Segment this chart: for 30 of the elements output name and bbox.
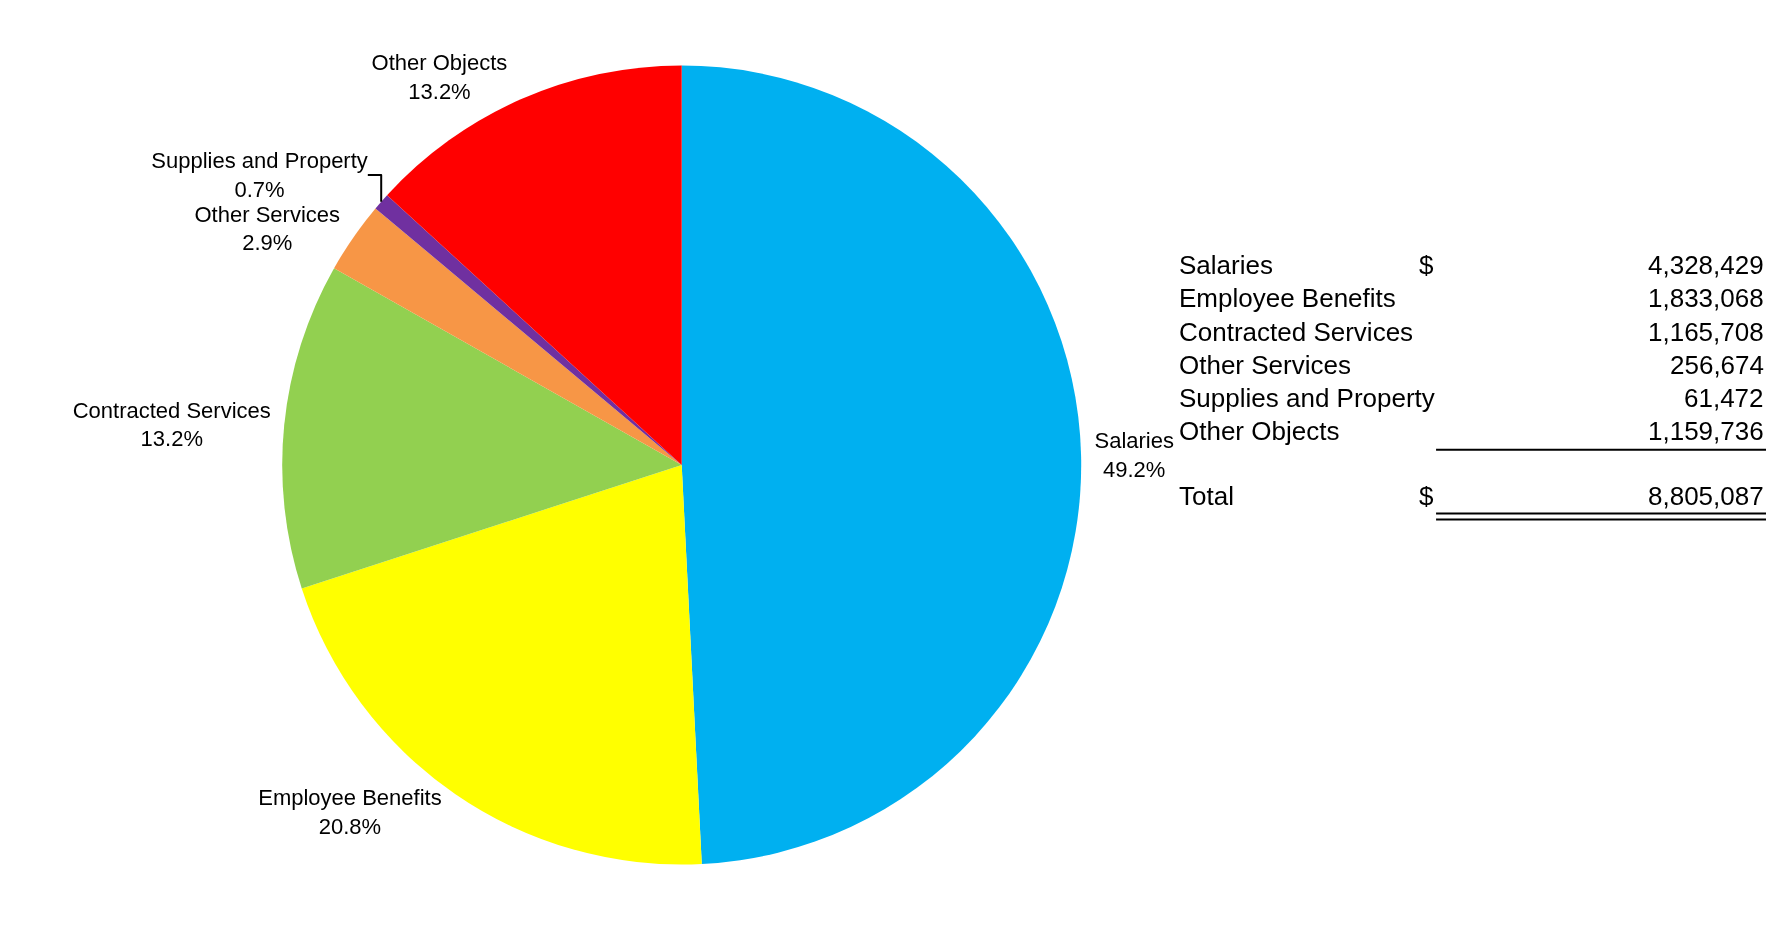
slice-label: Supplies and Property: [151, 148, 368, 174]
text: Total: [1179, 481, 1234, 511]
data-label: 49.2%: [1103, 456, 1166, 482]
slice-label: Other Services: [194, 201, 341, 227]
slice-label: Salaries: [1094, 428, 1174, 454]
text: $: [1419, 250, 1434, 280]
text: $: [1419, 481, 1434, 511]
text: Employee Benefits: [1179, 283, 1396, 313]
data-label: 20.8%: [318, 813, 382, 839]
pie-slice: [681, 65, 1082, 864]
text: Supplies and Property: [1179, 383, 1435, 413]
text: 256,674: [1670, 350, 1764, 380]
pie-slice: [282, 268, 682, 589]
text: 1,159,736: [1648, 416, 1764, 446]
slice-label: Contracted Services: [72, 397, 271, 423]
text: 4,328,429: [1648, 250, 1764, 280]
text: Other Objects: [1179, 416, 1340, 446]
slice-label: Other Objects: [371, 50, 508, 76]
slice-label: Employee Benefits: [258, 785, 442, 811]
data-label: 13.2%: [408, 78, 471, 104]
text: 1,165,708: [1648, 317, 1764, 347]
text: Other Services: [1179, 350, 1351, 380]
data-label: 13.2%: [140, 426, 203, 452]
text: 8,805,087: [1648, 481, 1764, 511]
text: Contracted Services: [1179, 317, 1414, 347]
data-label: 2.9%: [242, 230, 293, 256]
text: 61,472: [1684, 383, 1764, 413]
text: 1,833,068: [1648, 283, 1764, 313]
text: Salaries: [1179, 250, 1273, 280]
data-label: 0.7%: [234, 176, 285, 202]
